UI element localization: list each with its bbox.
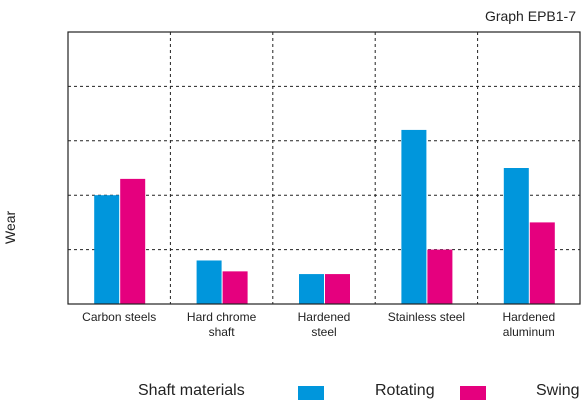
plot-frame [67, 31, 581, 305]
x-tick-label-line: Carbon steels [82, 310, 157, 324]
x-tick-label-line: Hardened [297, 310, 351, 324]
x-tick-label: Hardened aluminum [477, 310, 581, 340]
x-tick-label-line: Hardened [502, 310, 556, 324]
x-tick-label: Carbon steels [67, 310, 171, 325]
bar-swing-4 [529, 222, 555, 304]
legend-title: Shaft materials [138, 382, 245, 399]
x-tick-label: Hardened steel [272, 310, 376, 340]
legend-swatch-rotating [298, 386, 324, 400]
bar-swing-2 [325, 274, 350, 304]
x-tick-label-line: shaft [208, 325, 235, 339]
x-tick-label: Hard chrome shaft [170, 310, 274, 340]
bar-rotating-0 [94, 195, 120, 304]
legend-swatch-swing [460, 386, 486, 400]
bar-rotating-3 [401, 129, 427, 304]
bar-swing-0 [120, 178, 146, 304]
bar-swing-3 [427, 249, 453, 304]
bar-rotating-1 [196, 260, 222, 304]
legend-label-rotating: Rotating [375, 382, 435, 399]
x-tick-label-line: Stainless steel [387, 310, 466, 324]
x-tick-label: Stainless steel [374, 310, 478, 325]
x-tick-label-line: Hard chrome [186, 310, 257, 324]
x-tick-label-line: aluminum [502, 325, 555, 339]
bar-swing-1 [222, 271, 248, 304]
x-tick-label-line: steel [311, 325, 337, 339]
legend-label-swing: Swing [536, 382, 580, 399]
y-axis-label: Wear [2, 210, 18, 244]
bar-rotating-2 [299, 274, 324, 304]
bar-rotating-4 [503, 168, 529, 304]
chart-title: Graph EPB1-7 [484, 8, 576, 24]
